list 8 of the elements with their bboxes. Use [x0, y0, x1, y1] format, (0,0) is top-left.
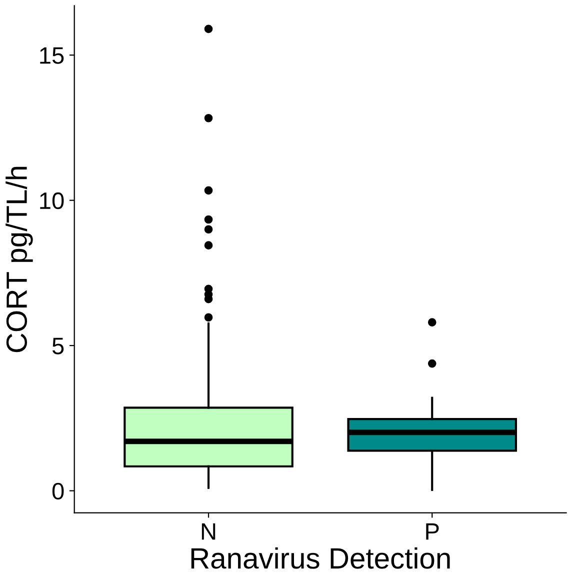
- x-axis-title: Ranavirus Detection: [191, 547, 450, 569]
- y-axis-title: CORT pg/TL/h: [6, 166, 33, 352]
- x-tick-label: P: [426, 523, 439, 540]
- y-tick-label: 0: [52, 482, 64, 500]
- y-tick-label: 10: [40, 192, 64, 210]
- y-tick-label: 15: [40, 47, 64, 64]
- x-tick-label: N: [202, 523, 216, 540]
- y-tick-label: 5: [52, 338, 64, 354]
